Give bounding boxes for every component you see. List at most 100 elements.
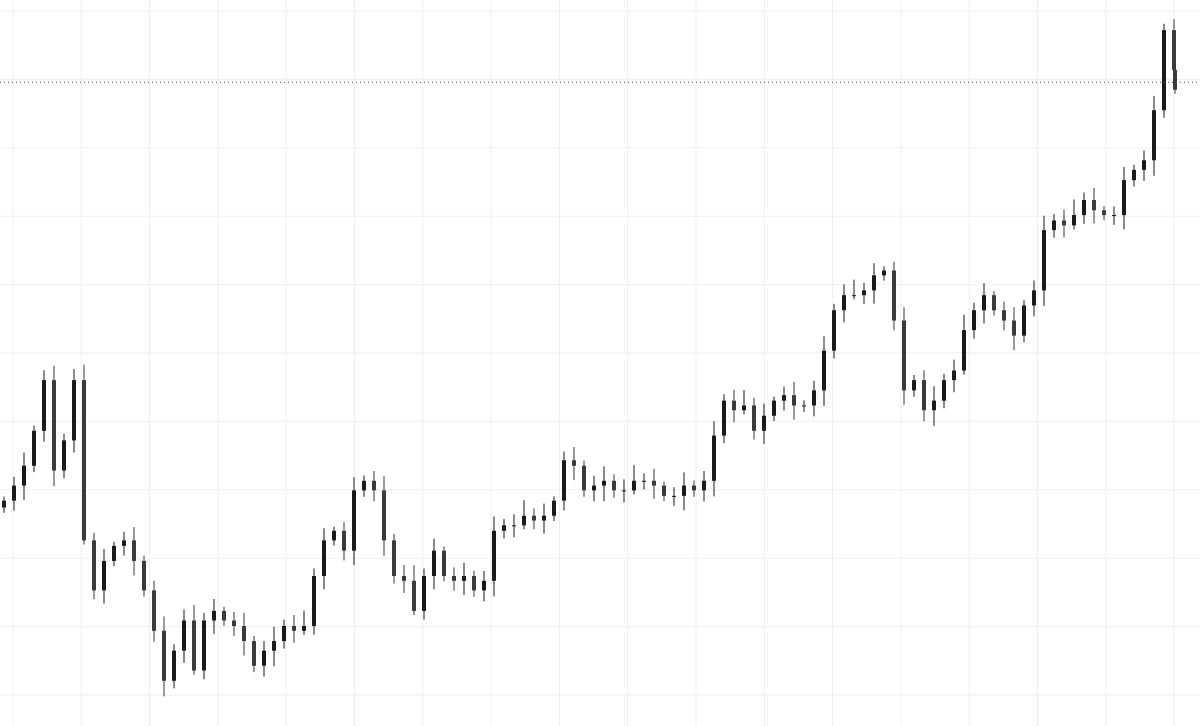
candle (492, 516, 496, 597)
candle (882, 266, 886, 281)
candle (732, 389, 736, 423)
candle-body (1152, 110, 1156, 161)
candle-body (312, 576, 316, 627)
candle (1132, 164, 1136, 187)
candle-body (992, 295, 996, 311)
candle (352, 477, 356, 566)
candle-body (1162, 30, 1166, 111)
candle-body (542, 515, 546, 521)
candle-body (882, 270, 886, 276)
candle-body (972, 310, 976, 331)
candle (782, 386, 786, 411)
candle-body (572, 460, 576, 466)
candle-body (1102, 210, 1106, 216)
candle (972, 302, 976, 339)
candle (592, 475, 596, 502)
candle-body (232, 620, 236, 627)
candle (1102, 206, 1106, 221)
candle-body (1032, 290, 1036, 306)
candle-body (762, 415, 766, 431)
candle (932, 386, 936, 426)
candle-body (942, 380, 946, 401)
candle (1122, 166, 1126, 230)
candle (692, 480, 696, 497)
candle-body (522, 515, 526, 526)
candle (322, 528, 326, 590)
candle-body (22, 465, 26, 486)
candle (842, 284, 846, 323)
candle-body (1002, 310, 1006, 321)
candle (712, 421, 716, 497)
candle-body (622, 490, 626, 492)
candle (32, 425, 36, 473)
candle-body (152, 590, 156, 631)
candle-body (832, 310, 836, 351)
candle-body (402, 576, 406, 581)
candle-body (562, 460, 566, 501)
candle-body (462, 576, 466, 581)
candle (1112, 206, 1116, 225)
candle (162, 616, 166, 697)
candle-body (772, 400, 776, 416)
candle (502, 518, 506, 539)
candle-body (202, 620, 206, 671)
candle-body (712, 435, 716, 481)
candle (1022, 300, 1026, 342)
candle (122, 531, 126, 556)
candles (2, 19, 1177, 697)
candle-body (1172, 30, 1176, 70)
candle (112, 541, 116, 567)
candle-body (632, 480, 636, 491)
candle (612, 474, 616, 498)
candle-body (112, 545, 116, 561)
candle-body (982, 295, 986, 311)
candle-body (472, 576, 476, 591)
candle-body (412, 580, 416, 611)
candle-body (672, 495, 676, 497)
candle (52, 365, 56, 487)
candle-body (32, 430, 36, 466)
candle-body (792, 395, 796, 406)
candle-body (662, 485, 666, 496)
candle (682, 472, 686, 511)
candle-body (262, 650, 266, 666)
candle (762, 403, 766, 445)
candle-body (382, 490, 386, 541)
candle (852, 279, 856, 300)
candle (2, 496, 6, 513)
candle-body (912, 380, 916, 391)
candle (1092, 187, 1096, 224)
candle-body (502, 525, 506, 531)
candle (1173, 54, 1177, 94)
candle-body (172, 650, 176, 681)
candle (1002, 301, 1006, 331)
candle (742, 389, 746, 415)
candle (62, 434, 66, 479)
candle-body (1022, 305, 1026, 336)
candle-body (72, 380, 76, 441)
candle-body (922, 380, 926, 411)
candle-body (1072, 215, 1076, 226)
candle (382, 476, 386, 556)
candle (72, 369, 76, 453)
candle (912, 374, 916, 397)
candle (562, 451, 566, 511)
candle-body (122, 540, 126, 546)
candle (202, 612, 206, 680)
candle (872, 263, 876, 304)
candle-body (552, 500, 556, 516)
candle-body (592, 485, 596, 491)
candle-body (162, 630, 166, 681)
candle-body (822, 350, 826, 391)
candle (232, 611, 236, 636)
candle-body (322, 540, 326, 577)
candle-body (722, 400, 726, 436)
candle-body (1092, 199, 1096, 211)
candle-body (842, 295, 846, 311)
candle (22, 452, 26, 500)
candle (192, 605, 196, 675)
candle-body (212, 610, 216, 621)
candle-body (42, 380, 46, 431)
